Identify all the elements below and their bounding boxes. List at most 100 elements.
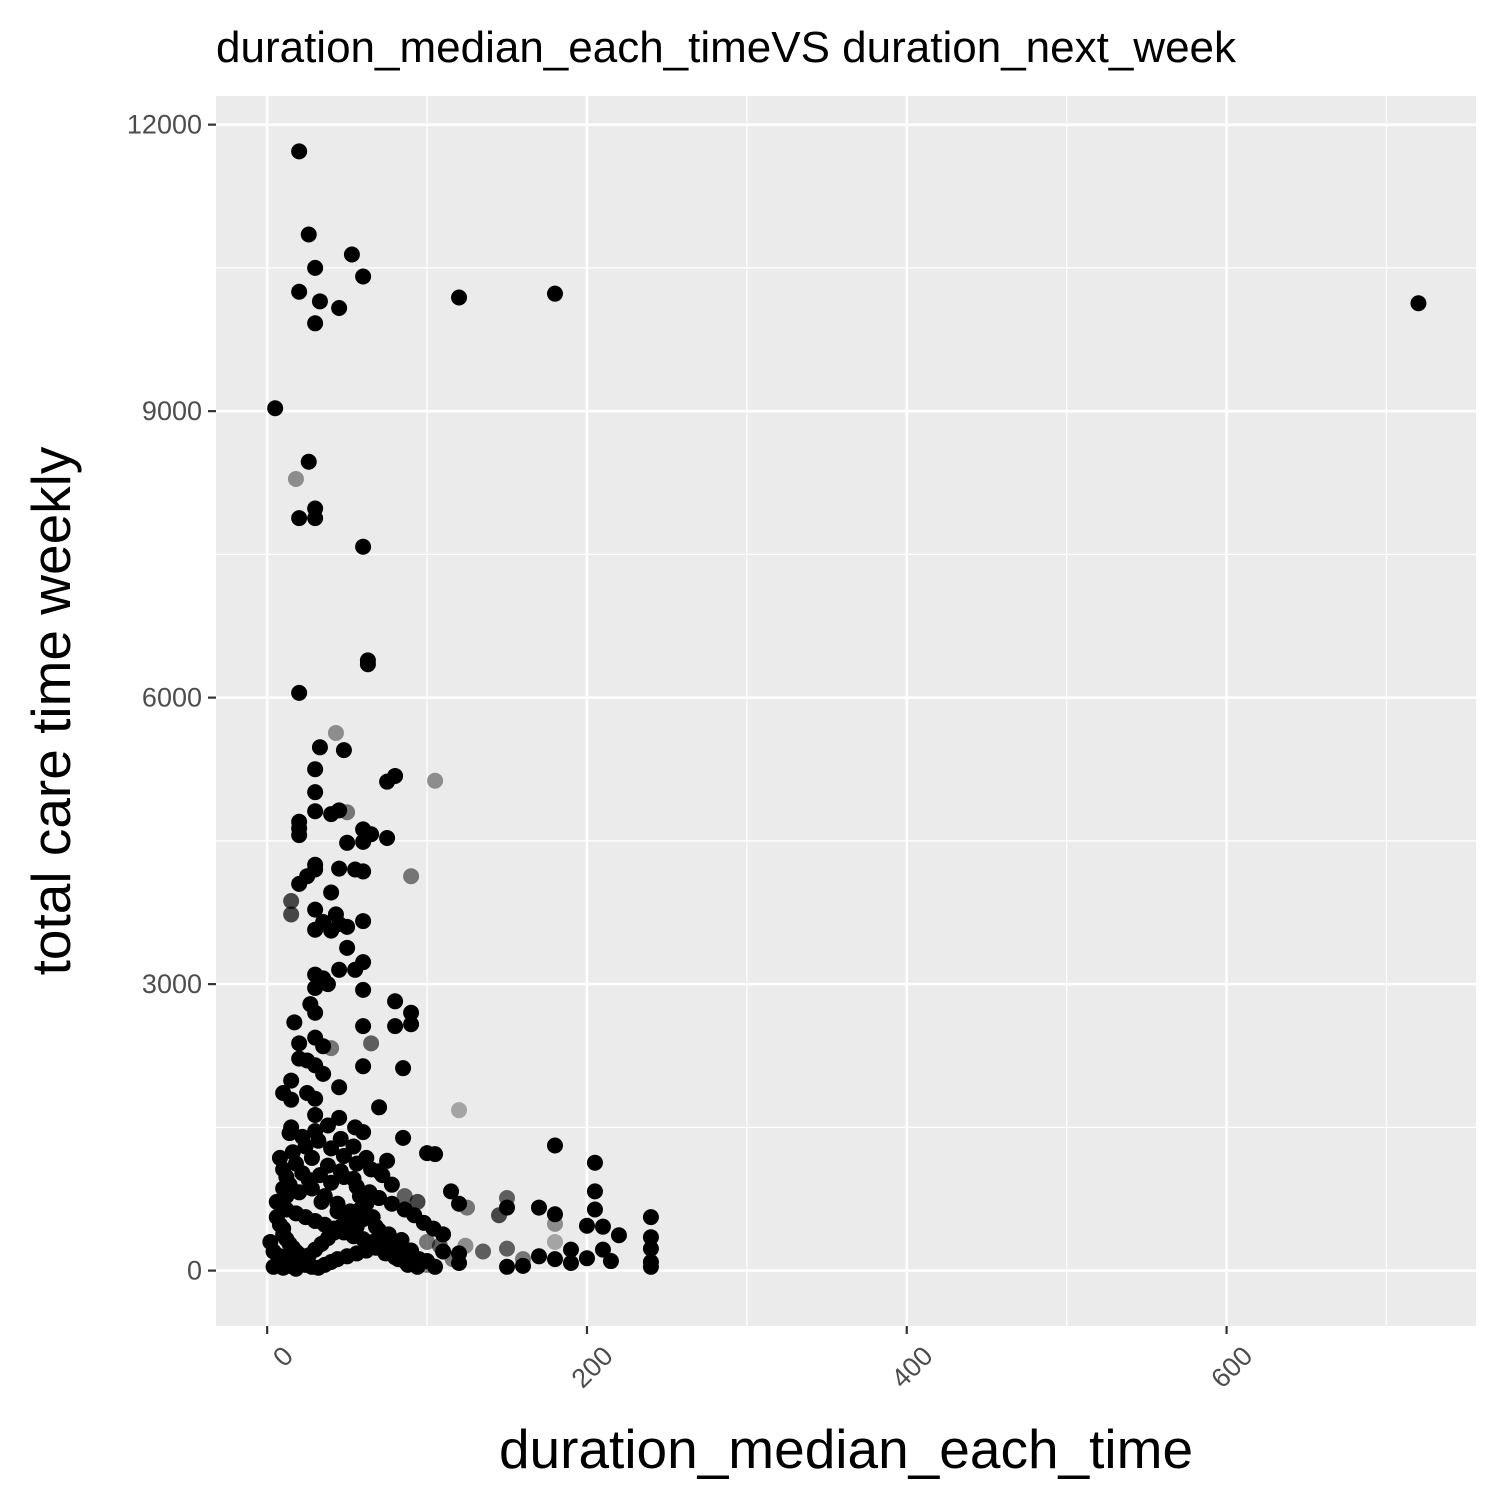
data-point bbox=[355, 863, 372, 880]
data-point bbox=[332, 1163, 349, 1180]
y-tick-label: 3000 bbox=[142, 969, 202, 999]
data-point bbox=[294, 1128, 311, 1145]
data-point bbox=[427, 772, 444, 789]
data-point bbox=[311, 293, 328, 310]
data-point bbox=[287, 470, 304, 487]
data-point bbox=[359, 656, 376, 673]
data-point bbox=[443, 1183, 460, 1200]
data-point bbox=[307, 1106, 324, 1123]
data-point bbox=[351, 1188, 368, 1205]
data-point bbox=[315, 1038, 332, 1055]
data-point bbox=[459, 1199, 476, 1216]
data-point bbox=[311, 739, 328, 756]
data-point bbox=[594, 1218, 611, 1235]
data-point bbox=[291, 1035, 308, 1052]
data-point bbox=[300, 226, 317, 243]
data-point bbox=[355, 913, 372, 930]
data-point bbox=[291, 283, 308, 300]
data-point bbox=[307, 510, 324, 527]
data-point bbox=[339, 918, 356, 935]
data-point bbox=[374, 1167, 391, 1184]
data-point bbox=[332, 1130, 349, 1147]
data-point bbox=[339, 834, 356, 851]
data-point bbox=[602, 1253, 619, 1270]
minor-grid bbox=[216, 96, 1476, 1326]
data-point bbox=[409, 1193, 426, 1210]
data-point bbox=[642, 1258, 659, 1275]
data-point bbox=[291, 1184, 308, 1201]
data-point bbox=[546, 1137, 563, 1154]
data-point bbox=[642, 1240, 659, 1257]
data-point bbox=[562, 1254, 579, 1271]
data-point bbox=[610, 1227, 627, 1244]
data-point bbox=[419, 1233, 436, 1250]
data-point bbox=[307, 761, 324, 778]
data-point bbox=[396, 1188, 413, 1205]
data-point bbox=[403, 1004, 420, 1021]
data-point bbox=[271, 1216, 288, 1233]
data-point bbox=[291, 1246, 308, 1263]
data-point bbox=[283, 1072, 300, 1089]
data-point bbox=[395, 1129, 412, 1146]
data-point bbox=[345, 1170, 362, 1187]
data-point bbox=[323, 922, 340, 939]
data-point bbox=[307, 315, 324, 332]
data-point bbox=[329, 1203, 346, 1220]
data-point bbox=[278, 1169, 295, 1186]
data-point bbox=[393, 1232, 410, 1249]
data-point bbox=[371, 1099, 388, 1116]
data-point bbox=[307, 1123, 324, 1140]
data-point bbox=[315, 1065, 332, 1082]
data-point bbox=[395, 1060, 412, 1077]
data-point bbox=[355, 833, 372, 850]
data-point bbox=[291, 143, 308, 160]
data-point bbox=[271, 1149, 288, 1166]
data-point bbox=[355, 268, 372, 285]
data-point bbox=[419, 1256, 436, 1273]
y-axis-title: total care time weekly bbox=[20, 446, 82, 975]
data-point bbox=[1410, 295, 1427, 312]
data-point bbox=[291, 875, 308, 892]
data-point bbox=[307, 979, 324, 996]
data-point bbox=[403, 868, 420, 885]
y-tick-label: 6000 bbox=[142, 683, 202, 713]
data-point bbox=[287, 1155, 304, 1172]
data-point bbox=[546, 285, 563, 302]
data-point bbox=[457, 1237, 474, 1254]
data-point bbox=[546, 1251, 563, 1268]
data-point bbox=[331, 961, 348, 978]
data-point bbox=[578, 1250, 595, 1267]
data-point bbox=[291, 827, 308, 844]
data-point bbox=[307, 901, 324, 918]
x-axis-title: duration_median_each_time bbox=[499, 1418, 1193, 1480]
data-point bbox=[355, 538, 372, 555]
data-point bbox=[281, 1125, 298, 1142]
y-axis: 0 3000 6000 9000 12000 bbox=[127, 110, 216, 1286]
data-point bbox=[364, 1209, 381, 1226]
data-point bbox=[578, 1217, 595, 1234]
data-point bbox=[319, 1117, 336, 1134]
data-point bbox=[307, 784, 324, 801]
data-point bbox=[319, 976, 336, 993]
data-point bbox=[327, 724, 344, 741]
data-point bbox=[307, 1004, 324, 1021]
data-point bbox=[491, 1207, 508, 1224]
data-point bbox=[444, 1251, 461, 1268]
data-point bbox=[371, 1190, 388, 1207]
data-point bbox=[586, 1154, 603, 1171]
data-point bbox=[267, 400, 284, 417]
data-point bbox=[307, 259, 324, 276]
data-point bbox=[546, 1215, 563, 1232]
data-point bbox=[331, 1079, 348, 1096]
data-point bbox=[303, 1149, 320, 1166]
data-point bbox=[586, 1183, 603, 1200]
data-point bbox=[313, 1193, 330, 1210]
data-point bbox=[283, 1091, 300, 1108]
data-point bbox=[283, 893, 300, 910]
data-point bbox=[530, 1248, 547, 1265]
data-point bbox=[355, 1018, 372, 1035]
data-point bbox=[343, 246, 360, 263]
data-point bbox=[642, 1209, 659, 1226]
data-point bbox=[291, 684, 308, 701]
data-point bbox=[335, 742, 352, 759]
